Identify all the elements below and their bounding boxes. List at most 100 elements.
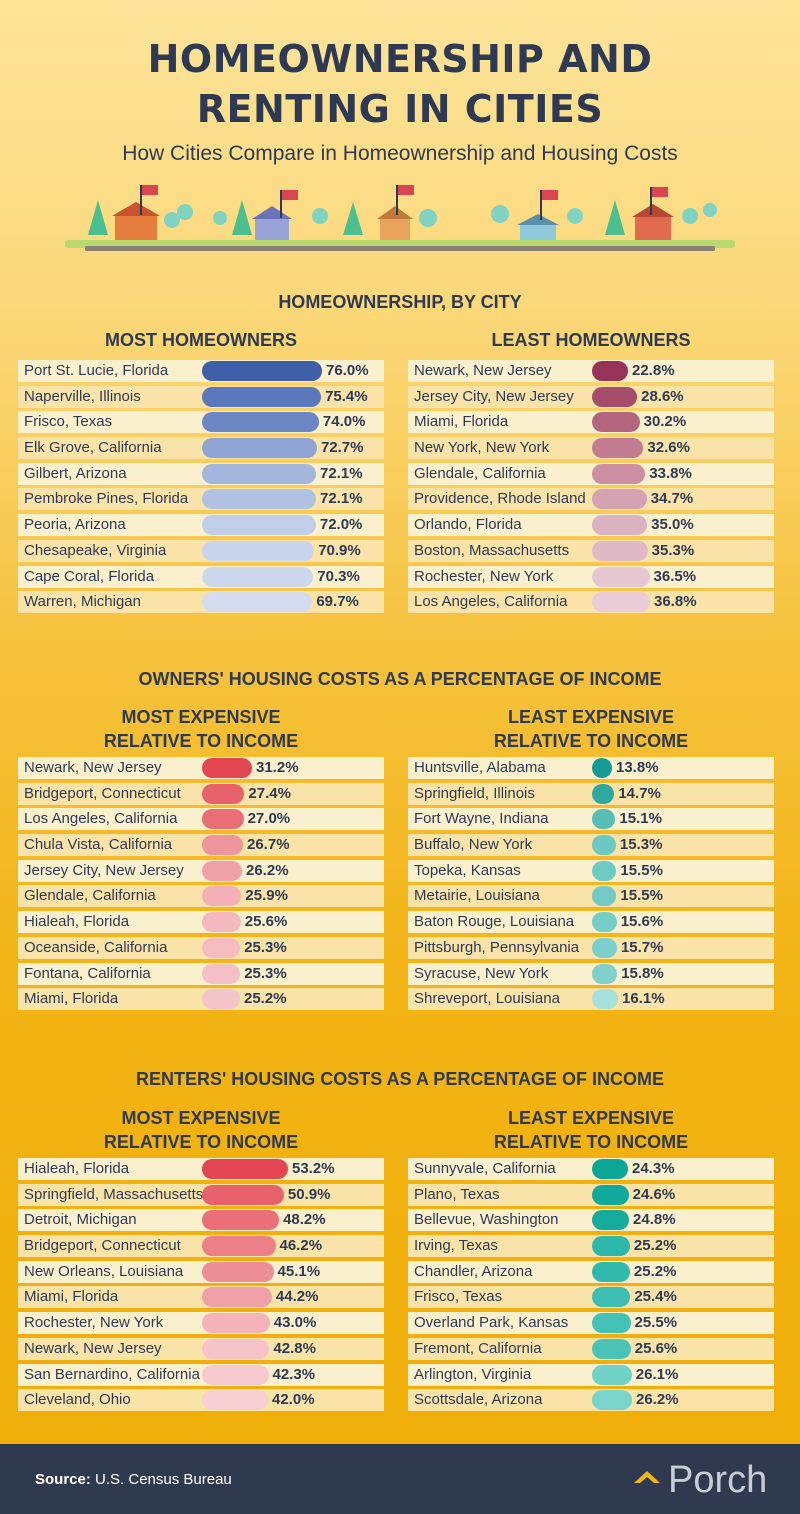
- bar: [592, 489, 647, 510]
- table-row: Port St. Lucie, Florida 76.0%: [18, 360, 384, 382]
- city-label: Chesapeake, Virginia: [24, 541, 167, 559]
- table-row: Warren, Michigan 69.7%: [18, 591, 384, 614]
- value-label: 30.2%: [643, 413, 687, 431]
- col-title-line: LEAST EXPENSIVE: [507, 707, 675, 727]
- value-label: 25.5%: [634, 1314, 678, 1332]
- list-owners-most-expensive: Newark, New Jersey 31.2% Bridgeport, Conne…: [18, 757, 384, 1014]
- source-label: Source:: [35, 1471, 91, 1488]
- value-label: 15.7%: [620, 938, 664, 956]
- value-label: 35.0%: [651, 516, 694, 534]
- city-label: Elk Grove, California: [24, 439, 162, 457]
- city-label: Fontana, California: [24, 964, 151, 982]
- value-label: 31.2%: [256, 759, 299, 776]
- bar: [202, 412, 319, 433]
- city-label: Shreveport, Louisiana: [414, 990, 560, 1008]
- list-owners-least-expensive: Huntsville, Alabama 13.8% Springfield, Ill…: [408, 757, 774, 1014]
- table-row: Fontana, California 25.3%: [18, 962, 384, 985]
- value-label: 26.7%: [247, 836, 290, 854]
- city-label: Rochester, New York: [414, 567, 554, 585]
- bar: [592, 1159, 628, 1179]
- bar: [592, 860, 617, 881]
- col-title-line: MOST EXPENSIVE: [121, 707, 281, 727]
- value-label: 25.2%: [633, 1237, 677, 1255]
- bar: [202, 592, 313, 613]
- value-label: 25.3%: [244, 938, 287, 956]
- city-label: Sunnyvale, California: [414, 1160, 556, 1177]
- bar: [202, 860, 242, 881]
- city-label: Chula Vista, California: [24, 836, 173, 854]
- table-row: Springfield, Illinois 14.7%: [408, 782, 774, 805]
- section-title-owners-costs: OWNERS' HOUSING COSTS AS A PERCENTAGE OF…: [138, 669, 662, 689]
- city-label: Bridgeport, Connecticut: [24, 1237, 181, 1255]
- bar: [592, 1261, 630, 1282]
- city-label: Fremont, California: [414, 1339, 542, 1357]
- bar: [202, 463, 317, 484]
- city-label: Newark, New Jersey: [414, 362, 552, 379]
- city-label: Rochester, New York: [24, 1314, 164, 1332]
- value-label: 15.8%: [621, 964, 664, 982]
- table-row: Orlando, Florida 35.0%: [408, 514, 774, 537]
- value-label: 22.8%: [632, 362, 675, 379]
- bar: [592, 809, 616, 830]
- table-row: Elk Grove, California 72.7%: [18, 437, 384, 460]
- col-title-line: RELATIVE TO INCOME: [103, 1132, 299, 1152]
- bar: [592, 835, 616, 856]
- bar: [202, 1390, 268, 1411]
- table-row: San Bernardino, California 42.3%: [18, 1363, 384, 1386]
- table-row: Topeka, Kansas 15.5%: [408, 859, 774, 882]
- table-row: Boston, Massachusetts 35.3%: [408, 539, 774, 562]
- bar: [202, 361, 322, 381]
- table-row: Shreveport, Louisiana 16.1%: [408, 988, 774, 1011]
- city-label: Overland Park, Kansas: [414, 1314, 569, 1332]
- bar: [592, 463, 646, 484]
- city-label: Miami, Florida: [24, 990, 119, 1008]
- bar: [202, 835, 243, 856]
- city-label: San Bernardino, California: [24, 1365, 200, 1383]
- page-title-line2: RENTING IN CITIES: [196, 87, 604, 131]
- col-title-least-homeowners: LEAST HOMEOWNERS: [491, 330, 691, 350]
- table-row: Naperville, Illinois 75.4%: [18, 385, 384, 408]
- bar: [202, 809, 244, 830]
- table-row: Baton Rouge, Louisiana 15.6%: [408, 911, 774, 934]
- bar: [592, 989, 618, 1010]
- bar: [592, 912, 617, 933]
- town-illustration: [65, 185, 735, 251]
- value-label: 44.2%: [275, 1288, 319, 1306]
- bar: [592, 1313, 631, 1334]
- city-label: Newark, New Jersey: [24, 1339, 162, 1357]
- value-label: 36.5%: [653, 567, 697, 585]
- value-label: 27.0%: [247, 810, 291, 828]
- value-label: 72.7%: [320, 439, 364, 457]
- table-row: Peoria, Arizona 72.0%: [18, 514, 384, 537]
- table-row: Oceanside, California 25.3%: [18, 936, 384, 959]
- city-label: Boston, Massachusetts: [414, 541, 570, 559]
- bar: [592, 1338, 631, 1359]
- value-label: 24.3%: [632, 1160, 675, 1177]
- city-label: Springfield, Illinois: [414, 784, 535, 802]
- city-label: Frisco, Texas: [24, 413, 113, 431]
- value-label: 36.8%: [654, 593, 697, 611]
- table-row: Frisco, Texas 25.4%: [408, 1286, 774, 1309]
- table-row: Fort Wayne, Indiana 15.1%: [408, 808, 774, 831]
- value-label: 70.9%: [318, 541, 361, 559]
- list-least-homeowners: Newark, New Jersey 22.8% Jersey City, New …: [408, 360, 774, 617]
- value-label: 15.5%: [620, 887, 663, 905]
- table-row: Los Angeles, California 36.8%: [408, 591, 774, 614]
- porch-logo[interactable]: Porch: [632, 1458, 772, 1502]
- list-most-homeowners: Port St. Lucie, Florida 76.0% Naperville, …: [18, 360, 384, 617]
- page-subtitle: How Cities Compare in Homeownership and …: [122, 142, 678, 165]
- bar: [202, 1364, 269, 1385]
- col-title-line: MOST EXPENSIVE: [121, 1108, 281, 1128]
- table-row: Irving, Texas 25.2%: [408, 1235, 774, 1258]
- table-row: Buffalo, New York 15.3%: [408, 834, 774, 857]
- bar: [592, 412, 640, 433]
- city-label: Hialeah, Florida: [24, 1160, 130, 1177]
- city-label: Warren, Michigan: [24, 593, 141, 611]
- value-label: 25.6%: [634, 1339, 678, 1357]
- bar: [202, 386, 322, 407]
- value-label: 25.4%: [634, 1288, 677, 1306]
- table-row: Miami, Florida 44.2%: [18, 1286, 384, 1309]
- col-title-owners-most: MOST EXPENSIVE RELATIVE TO INCOME: [18, 705, 384, 753]
- table-row: Bridgeport, Connecticut 27.4%: [18, 782, 384, 805]
- col-title-line: RELATIVE TO INCOME: [493, 731, 689, 751]
